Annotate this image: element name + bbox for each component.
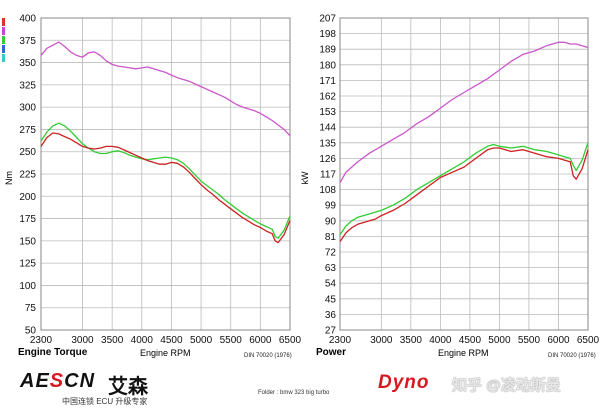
- y-tick-label: 45: [325, 294, 337, 305]
- x-tick-label: 5000: [190, 335, 213, 346]
- y-tick-label: 400: [19, 14, 36, 25]
- y-axis-title: Nm: [4, 171, 14, 185]
- y-tick-label: 54: [325, 279, 337, 290]
- series-line-3: [40, 132, 291, 244]
- x-tick-label: 6000: [547, 335, 570, 346]
- y-tick-label: 126: [319, 154, 336, 165]
- y-tick-label: 108: [319, 185, 336, 196]
- din-standard-label: DIN 70020 (1976): [244, 353, 292, 359]
- y-tick-label: 125: [19, 259, 36, 270]
- y-tick-label: 72: [325, 248, 337, 259]
- x-axis-title: Engine RPM: [438, 348, 489, 358]
- y-tick-label: 135: [319, 138, 336, 149]
- y-tick-label: 200: [19, 192, 36, 203]
- y-tick-label: 325: [19, 80, 36, 91]
- series-line-1: [40, 41, 291, 137]
- folder-label: Folder : bmw 323 big turbo: [258, 390, 330, 396]
- y-tick-label: 100: [19, 281, 36, 292]
- y-axis-title: kW: [300, 171, 310, 185]
- y-tick-label: 144: [319, 123, 336, 134]
- x-axis-title: Engine RPM: [140, 348, 191, 358]
- y-tick-label: 207: [319, 14, 336, 25]
- y-tick-label: 50: [25, 326, 37, 337]
- y-tick-label: 75: [25, 303, 37, 314]
- x-tick-label: 6500: [577, 335, 600, 346]
- y-tick-label: 189: [319, 45, 336, 56]
- x-tick-label: 5000: [488, 335, 511, 346]
- y-tick-label: 36: [325, 310, 337, 321]
- x-tick-label: 3500: [400, 335, 423, 346]
- y-tick-label: 198: [319, 29, 336, 40]
- x-tick-label: 2300: [30, 335, 53, 346]
- y-tick-label: 27: [325, 326, 337, 337]
- y-tick-label: 150: [19, 236, 36, 247]
- aescn-logo-part: CN: [64, 370, 96, 392]
- x-tick-label: 3500: [101, 335, 124, 346]
- x-tick-label: 4500: [160, 335, 183, 346]
- y-tick-label: 171: [319, 76, 336, 87]
- zhihu-watermark: 知乎 @凌动斯曼: [452, 377, 561, 394]
- chart-caption: Engine Torque: [18, 347, 88, 358]
- aescn-chinese-name: 艾森: [108, 376, 148, 398]
- x-tick-label: 2300: [329, 335, 352, 346]
- y-tick-label: 300: [19, 103, 36, 114]
- series-line-2: [339, 142, 589, 236]
- y-tick-label: 99: [325, 201, 337, 212]
- series-line-1: [339, 41, 589, 184]
- y-tick-label: 153: [319, 107, 336, 118]
- chart-caption: Power: [316, 347, 346, 358]
- y-tick-label: 81: [325, 232, 337, 243]
- aescn-logo-part: AE: [20, 370, 50, 392]
- series-line-3: [339, 147, 589, 242]
- x-tick-label: 3000: [370, 335, 393, 346]
- y-tick-label: 225: [19, 170, 36, 181]
- color-swatch: [2, 54, 5, 62]
- x-tick-label: 4500: [459, 335, 482, 346]
- x-tick-label: 3000: [71, 335, 94, 346]
- chart-panel-2: 207 198 189 180 171 162 153 144 135 126 117 108 99 90…: [300, 14, 600, 360]
- color-swatch: [2, 45, 5, 53]
- y-tick-label: 117: [320, 170, 336, 181]
- y-tick-label: 175: [19, 214, 36, 225]
- x-tick-label: 5500: [220, 335, 243, 346]
- din-standard-label: DIN 70020 (1976): [548, 353, 596, 359]
- aescn-logo: AESCN: [20, 370, 95, 393]
- y-tick-label: 162: [319, 92, 336, 103]
- y-tick-label: 180: [319, 60, 336, 71]
- color-swatch: [2, 27, 5, 35]
- y-tick-label: 250: [19, 147, 36, 158]
- y-tick-label: 90: [325, 216, 337, 227]
- color-swatch: [2, 18, 5, 26]
- aescn-tagline: 中国连锁 ECU 升级专家: [62, 397, 148, 406]
- color-swatch: [2, 36, 5, 44]
- aescn-logo-part: S: [49, 370, 65, 392]
- y-tick-label: 63: [325, 263, 337, 274]
- y-tick-label: 275: [19, 125, 36, 136]
- plot-frame: [339, 17, 589, 331]
- plot-frame: [40, 17, 291, 331]
- x-tick-label: 4000: [429, 335, 452, 346]
- series-line-2: [40, 122, 291, 239]
- x-tick-label: 6000: [249, 335, 272, 346]
- chart-panel-1: 400 375 350 325 300 275 250 225 200 175 150 125 100 7…: [4, 14, 302, 360]
- y-tick-label: 350: [19, 58, 36, 69]
- y-tick-label: 375: [19, 36, 36, 47]
- x-tick-label: 5500: [518, 335, 541, 346]
- x-tick-label: 6500: [279, 335, 302, 346]
- dyno-logo: Dyno: [378, 372, 430, 393]
- x-tick-label: 4000: [131, 335, 154, 346]
